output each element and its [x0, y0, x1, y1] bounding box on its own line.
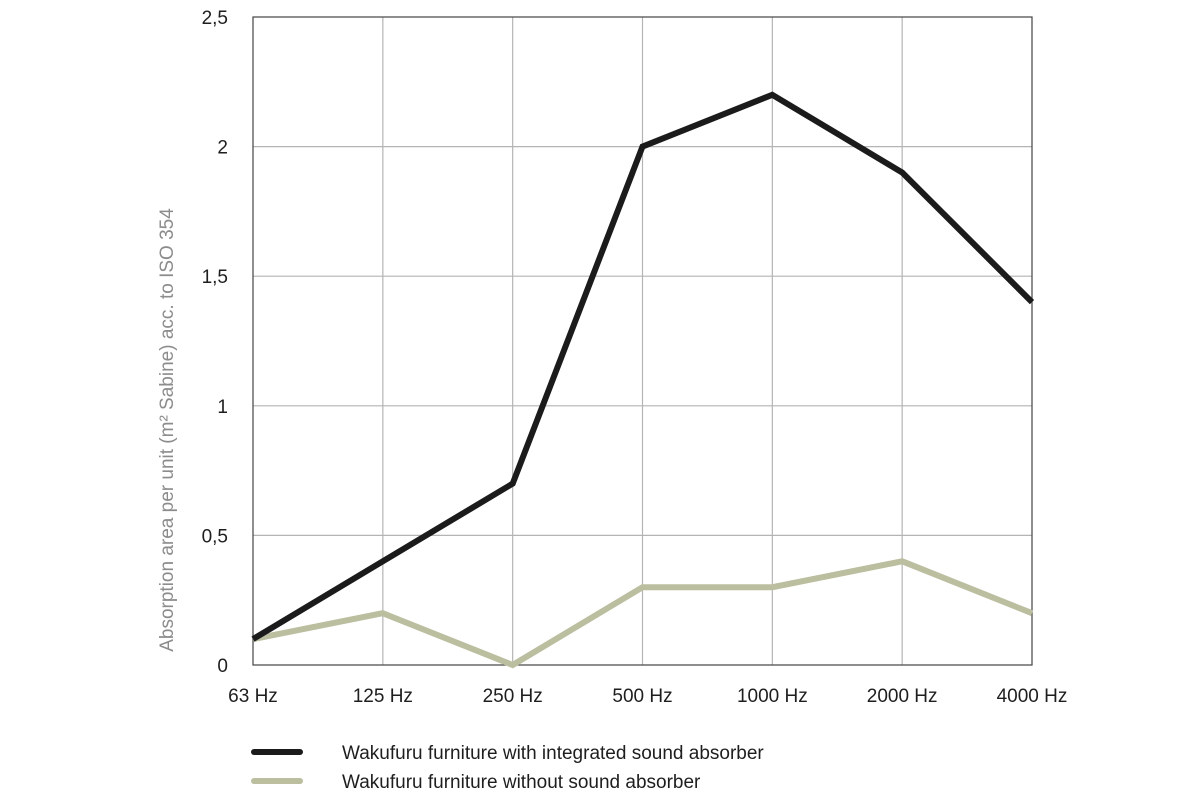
y-tick-label: 0	[217, 656, 228, 677]
y-tick-label: 1,5	[202, 267, 228, 288]
y-tick-label: 1	[217, 397, 228, 418]
series-lines	[251, 91, 1035, 669]
y-tick-label: 2	[217, 138, 228, 159]
x-tick-label: 4000 Hz	[997, 686, 1068, 707]
y-tick-label: 0,5	[202, 526, 228, 547]
series-line-2	[252, 558, 1034, 669]
x-tick-label: 1000 Hz	[737, 686, 808, 707]
x-tick-label: 63 Hz	[228, 686, 278, 707]
legend: Wakufuru furniture with integrated sound…	[251, 743, 764, 793]
legend-label: Wakufuru furniture without sound absorbe…	[342, 772, 701, 793]
x-tick-label: 2000 Hz	[867, 686, 938, 707]
y-axis-title: Absorption area per unit (m² Sabine) acc…	[157, 208, 178, 652]
x-tick-labels: 63 Hz 125 Hz 250 Hz 500 Hz 1000 Hz 2000 Hz 400…	[228, 686, 1067, 707]
x-tick-label: 125 Hz	[353, 686, 413, 707]
x-tick-label: 250 Hz	[483, 686, 543, 707]
series-line-1	[251, 91, 1035, 642]
y-tick-labels: 0 0,5 1 1,5 2 2,5	[202, 8, 228, 677]
y-tick-label: 2,5	[202, 8, 228, 29]
legend-label: Wakufuru furniture with integrated sound…	[342, 743, 764, 764]
plot-frame	[252, 16, 1033, 666]
x-tick-label: 500 Hz	[612, 686, 672, 707]
